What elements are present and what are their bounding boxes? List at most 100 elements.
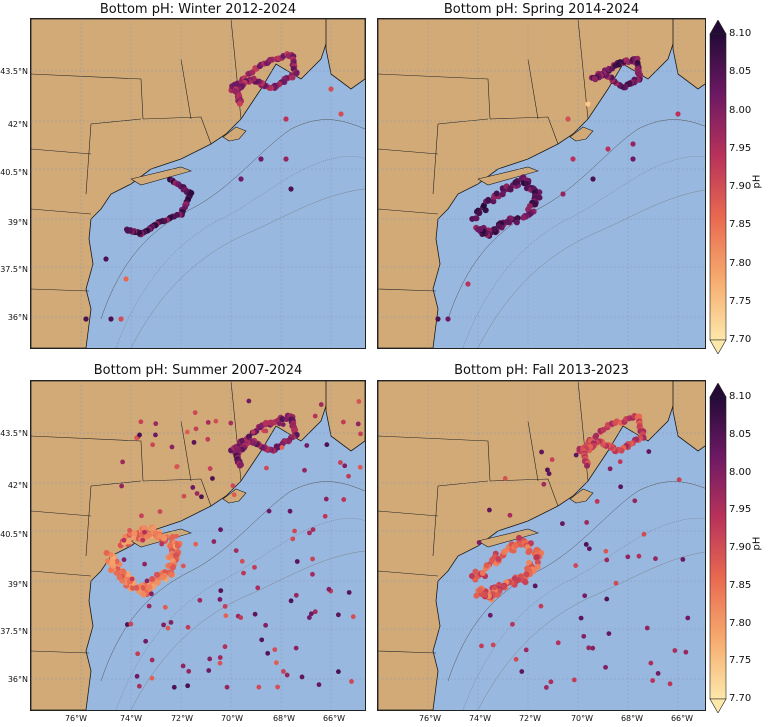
data-point: [149, 675, 155, 681]
data-point: [565, 116, 571, 122]
data-point: [308, 611, 314, 617]
data-point: [581, 633, 587, 639]
data-point: [154, 579, 161, 586]
data-point: [223, 613, 229, 619]
data-point: [185, 624, 191, 630]
colorbar-tick-bottom: 7.80: [729, 617, 752, 629]
data-point: [292, 528, 297, 534]
data-point: [238, 176, 244, 182]
data-point: [143, 638, 149, 644]
data-point: [532, 583, 538, 589]
data-point: [328, 86, 334, 92]
data-point: [479, 569, 486, 576]
data-point: [346, 590, 352, 595]
data-point: [142, 529, 147, 535]
data-point: [293, 592, 299, 598]
data-point: [144, 578, 150, 584]
data-point: [174, 542, 181, 549]
data-point: [573, 563, 579, 568]
lat-label-40-5-bottom: 40.5°N: [0, 530, 28, 539]
data-point: [533, 554, 540, 561]
data-point: [266, 508, 272, 514]
data-point: [533, 546, 540, 553]
data-point: [476, 540, 482, 545]
data-point: [667, 681, 673, 687]
data-point: [140, 591, 147, 598]
data-point: [487, 612, 493, 618]
colorbar-bottom: [709, 383, 727, 713]
map-panel-spring: [377, 18, 706, 349]
data-point: [121, 537, 127, 543]
data-point: [141, 525, 148, 532]
data-point: [186, 668, 192, 674]
lon-label-76-left: 76°W: [64, 714, 88, 723]
data-point: [685, 615, 691, 621]
data-point: [585, 101, 591, 107]
data-point: [513, 656, 519, 662]
data-point: [290, 536, 296, 542]
data-point: [283, 156, 289, 162]
lat-label-37-5-top: 37.5°N: [0, 265, 28, 274]
data-point: [492, 585, 498, 591]
data-point: [543, 685, 549, 690]
map-fall: [378, 381, 705, 710]
data-point: [275, 684, 280, 690]
data-point: [217, 660, 223, 666]
data-point: [149, 591, 154, 597]
data-point: [591, 75, 598, 82]
data-point: [306, 615, 312, 620]
data-point: [124, 622, 130, 627]
data-point: [570, 156, 576, 162]
data-point: [536, 194, 543, 201]
data-point: [265, 420, 271, 426]
panel-title-fall: Bottom pH: Fall 2013-2023: [454, 363, 629, 378]
data-point: [322, 513, 328, 519]
data-point: [468, 573, 475, 580]
data-point: [213, 418, 219, 424]
data-point: [125, 538, 132, 545]
data-point: [603, 664, 608, 670]
data-point: [277, 421, 282, 427]
data-point: [231, 492, 237, 498]
data-point: [256, 684, 262, 690]
data-point: [165, 625, 171, 631]
data-point: [519, 669, 525, 674]
data-point: [169, 444, 175, 450]
lon-label-72-left: 72°W: [170, 714, 194, 723]
data-point: [548, 679, 554, 685]
data-point: [194, 491, 200, 496]
lon-label-72-right: 72°W: [518, 714, 542, 723]
data-point: [129, 576, 135, 582]
data-point: [350, 614, 356, 620]
data-point: [583, 542, 589, 547]
data-point: [119, 483, 125, 489]
data-point: [675, 111, 681, 117]
data-point: [210, 476, 215, 481]
lon-label-66-right: 66°W: [670, 714, 694, 723]
data-point: [593, 432, 600, 439]
data-point: [316, 682, 322, 688]
lon-label-68-right: 68°W: [620, 714, 644, 723]
data-point: [445, 316, 451, 322]
data-point: [265, 650, 271, 656]
lon-label-74-right: 74°W: [468, 714, 492, 723]
data-point: [632, 498, 638, 504]
map-panel-winter: [30, 18, 366, 349]
data-point: [131, 530, 138, 537]
data-point: [217, 655, 223, 660]
data-point: [346, 473, 351, 479]
data-point: [584, 462, 591, 469]
data-point: [617, 459, 623, 465]
colorbar-tick-top: 7.90: [729, 181, 752, 192]
data-point: [523, 571, 530, 578]
data-point: [238, 615, 244, 621]
data-point: [230, 483, 236, 489]
data-point: [199, 494, 204, 500]
data-point: [206, 668, 212, 673]
data-point: [310, 527, 316, 532]
data-point: [116, 574, 123, 581]
data-point: [83, 316, 89, 322]
data-point: [181, 493, 187, 499]
data-point: [129, 584, 136, 591]
data-point: [641, 531, 647, 537]
